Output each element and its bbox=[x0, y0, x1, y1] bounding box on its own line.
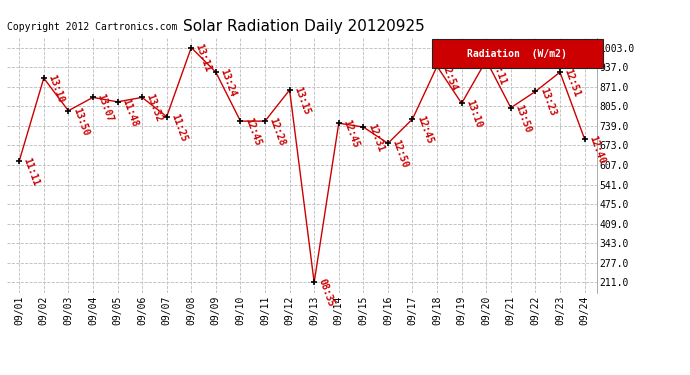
Text: 12:51: 12:51 bbox=[562, 67, 582, 98]
Text: Copyright 2012 Cartronics.com: Copyright 2012 Cartronics.com bbox=[7, 22, 177, 32]
Text: 13:24: 13:24 bbox=[218, 67, 238, 98]
Text: 13:15: 13:15 bbox=[292, 85, 311, 116]
Text: 12:40: 12:40 bbox=[587, 134, 607, 165]
FancyBboxPatch shape bbox=[432, 39, 603, 68]
Text: 12:31: 12:31 bbox=[366, 122, 385, 153]
Text: Solar Radiation Daily 20120925: Solar Radiation Daily 20120925 bbox=[183, 19, 424, 34]
Text: 12:45: 12:45 bbox=[341, 118, 361, 149]
Text: 13:10: 13:10 bbox=[46, 73, 66, 104]
Text: 13:10: 13:10 bbox=[464, 98, 484, 129]
Text: 11:48: 11:48 bbox=[120, 97, 139, 128]
Text: 12:54: 12:54 bbox=[440, 62, 459, 92]
Text: 12:11: 12:11 bbox=[489, 56, 508, 87]
Text: 11:11: 11:11 bbox=[21, 156, 41, 187]
Text: 12:45: 12:45 bbox=[415, 114, 435, 145]
Text: 12:50: 12:50 bbox=[391, 138, 410, 170]
Text: 11:25: 11:25 bbox=[169, 112, 188, 143]
Text: 13:32: 13:32 bbox=[145, 93, 164, 123]
Text: 13:50: 13:50 bbox=[71, 106, 90, 137]
Text: 13:50: 13:50 bbox=[513, 103, 533, 134]
Text: 08:35: 08:35 bbox=[317, 278, 336, 309]
Text: Radiation  (W/m2): Radiation (W/m2) bbox=[467, 48, 567, 58]
Text: 13:11: 13:11 bbox=[194, 43, 213, 74]
Text: 13:23: 13:23 bbox=[538, 87, 558, 118]
Text: 13:07: 13:07 bbox=[95, 93, 115, 123]
Text: 12:28: 12:28 bbox=[268, 116, 287, 147]
Text: 12:45: 12:45 bbox=[243, 116, 262, 147]
